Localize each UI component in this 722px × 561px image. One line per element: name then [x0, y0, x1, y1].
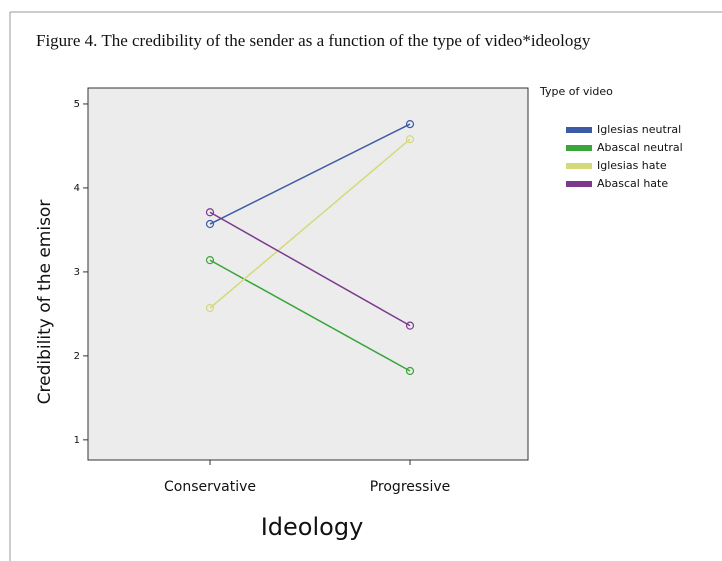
point-marker	[405, 120, 415, 129]
x-tick-label: Progressive	[370, 479, 451, 495]
y-tick-label: 4	[74, 183, 80, 194]
series-line	[209, 138, 411, 309]
x-axis-label: Ideology	[261, 513, 364, 541]
y-tick-label: 5	[74, 99, 80, 110]
y-tick-label: 3	[74, 267, 80, 278]
legend-swatch	[566, 163, 592, 169]
legend-swatch	[566, 145, 592, 151]
series-line	[209, 259, 411, 372]
legend-title: Type of video	[539, 85, 613, 98]
point-marker	[405, 366, 415, 376]
y-axis-label: Credibility of the emisor	[35, 200, 55, 405]
legend-swatch	[566, 181, 592, 187]
chart-title: Figure 4. The credibility of the sender …	[36, 31, 591, 50]
point-marker	[205, 219, 215, 229]
legend-label: Abascal neutral	[597, 141, 683, 154]
legend-label: Abascal hate	[597, 177, 668, 190]
point-marker	[405, 135, 415, 144]
point-marker	[405, 321, 415, 330]
legend-label: Iglesias hate	[597, 159, 667, 172]
legend-label: Iglesias neutral	[597, 123, 681, 136]
plot-area	[87, 87, 529, 461]
point-marker	[205, 256, 215, 265]
point-marker	[205, 208, 215, 217]
point-marker	[205, 303, 215, 313]
legend-swatch	[566, 127, 592, 133]
y-tick-label: 1	[74, 435, 80, 446]
series-line	[209, 123, 411, 225]
x-tick-label: Conservative	[164, 479, 256, 495]
y-tick-label: 2	[74, 351, 80, 362]
series-line	[209, 211, 411, 327]
